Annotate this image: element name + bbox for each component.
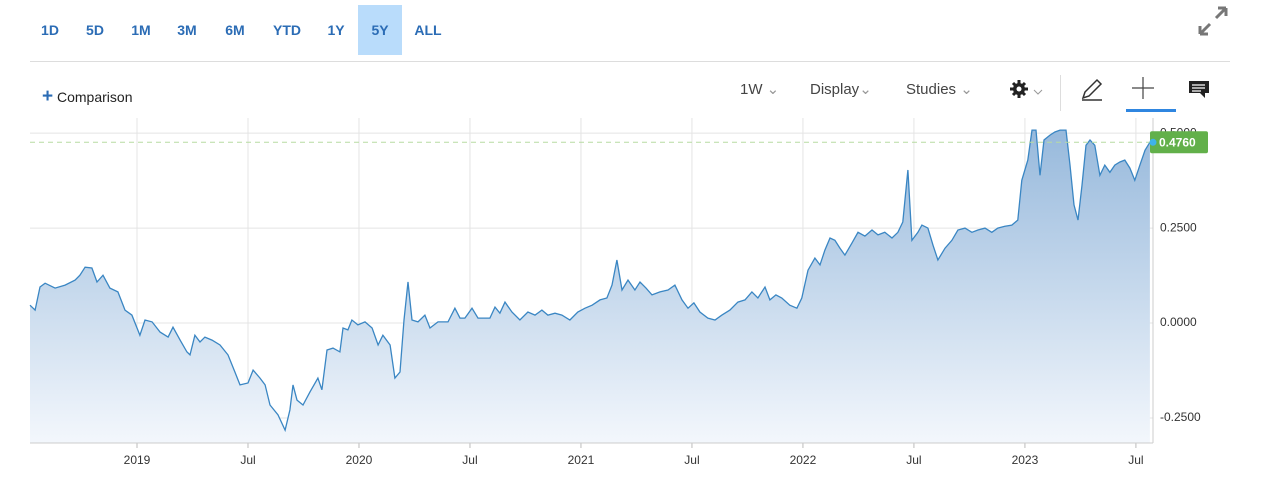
settings-icon[interactable] (1008, 78, 1048, 102)
display-label: Display (810, 81, 860, 98)
x-tick-label: Jul (1128, 453, 1143, 467)
x-tick-label: 2023 (1012, 453, 1039, 467)
studies-label: Studies (906, 81, 957, 98)
range-button[interactable]: ALL (414, 22, 442, 38)
x-tick-label: Jul (684, 453, 699, 467)
expand-icon[interactable] (1196, 4, 1230, 38)
range-button[interactable]: 1Y (327, 22, 345, 38)
separator (1060, 75, 1061, 111)
y-tick-label: 0.0000 (1160, 315, 1197, 329)
crosshair-icon[interactable] (1126, 76, 1176, 114)
display-button[interactable]: Display⌄ (810, 81, 872, 98)
line (29, 129, 1151, 433)
x-tick-label: 2020 (346, 453, 373, 467)
comparison-label: Comparison (57, 89, 133, 105)
x-tick-label: 2021 (568, 453, 595, 467)
range-button[interactable]: YTD (273, 22, 301, 38)
draw-icon[interactable] (1080, 78, 1106, 102)
x-tick-label: Jul (906, 453, 921, 467)
x-tick-label: Jul (462, 453, 477, 467)
studies-button[interactable]: Studies ⌄ (906, 81, 973, 98)
range-button[interactable]: 6M (225, 22, 245, 38)
range-button[interactable]: 3M (177, 22, 197, 38)
area (30, 130, 1150, 443)
range-button[interactable]: 5Y (358, 5, 402, 55)
y-tick-label: 0.2500 (1160, 220, 1197, 234)
comparison-button[interactable]: + Comparison (42, 86, 133, 107)
last-value-badge (1150, 131, 1208, 154)
comment-icon[interactable] (1188, 80, 1210, 100)
x-tick-label: 2019 (124, 453, 151, 467)
range-button[interactable]: 1M (131, 22, 151, 38)
range-button[interactable]: 5D (86, 22, 104, 38)
divider (30, 61, 1230, 62)
interval-button[interactable]: 1W ⌄ (740, 81, 780, 98)
x-tick-label: 2022 (790, 453, 817, 467)
last-value-label: 0.4760 (1159, 135, 1196, 149)
interval-label: 1W (740, 81, 763, 98)
last-value-dot (1149, 138, 1157, 146)
x-tick-label: Jul (240, 453, 255, 467)
range-button[interactable]: 1D (41, 22, 59, 38)
y-tick-label: -0.2500 (1160, 410, 1201, 424)
